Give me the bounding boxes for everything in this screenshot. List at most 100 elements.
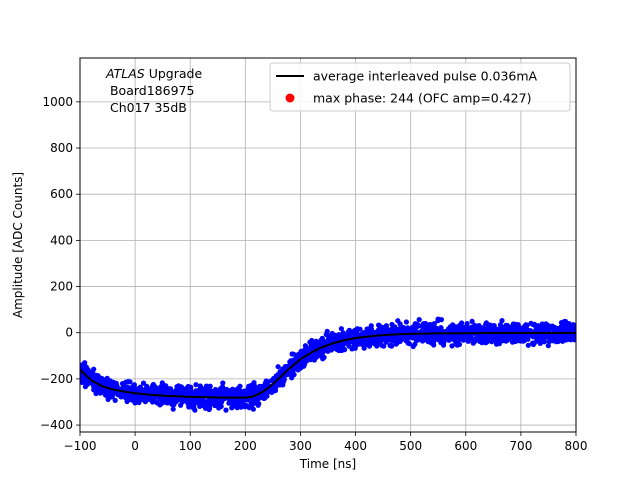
sample-point <box>525 342 531 348</box>
sample-point <box>257 383 263 389</box>
sample-point <box>476 335 482 341</box>
sample-point <box>539 321 545 327</box>
sample-point <box>112 397 118 403</box>
sample-point <box>264 390 270 396</box>
sample-point <box>132 388 138 394</box>
sample-point <box>560 333 567 339</box>
sample-point <box>144 397 150 403</box>
sample-point <box>204 389 210 395</box>
y-tick-label: 600 <box>50 187 73 201</box>
sample-point <box>502 324 508 330</box>
sample-point <box>325 348 331 354</box>
sample-point <box>162 389 168 395</box>
sample-point <box>508 337 515 343</box>
sample-point <box>189 391 195 397</box>
sample-point <box>460 337 466 343</box>
sample-point <box>159 380 165 386</box>
sample-point <box>255 402 261 408</box>
sample-point <box>520 338 527 344</box>
sample-point <box>132 397 138 403</box>
sample-point <box>470 336 476 342</box>
sample-point <box>302 361 308 367</box>
sample-point <box>107 378 113 384</box>
legend: average interleaved pulse 0.036mA max ph… <box>269 62 571 112</box>
legend-label-average: average interleaved pulse 0.036mA <box>313 69 538 84</box>
sample-point <box>469 318 475 324</box>
sample-point <box>403 338 409 344</box>
sample-point <box>438 325 444 331</box>
annotation-line-2: Board186975 <box>106 83 194 98</box>
sample-points <box>80 316 576 413</box>
x-tick-label: 400 <box>344 439 367 453</box>
sample-point <box>252 383 258 389</box>
sample-point <box>251 400 257 406</box>
sample-point <box>385 335 391 341</box>
sample-point <box>289 375 295 381</box>
sample-point <box>371 341 377 347</box>
sample-point <box>246 405 252 411</box>
sample-point <box>462 328 468 334</box>
sample-point <box>242 391 248 397</box>
sample-point <box>498 324 504 330</box>
sample-point <box>88 373 95 379</box>
sample-point <box>123 394 129 400</box>
sample-point <box>99 386 105 392</box>
sample-point <box>412 341 418 347</box>
sample-point <box>346 343 352 349</box>
sample-point <box>434 326 440 332</box>
sample-point <box>212 386 219 393</box>
sample-point <box>196 391 203 397</box>
sample-point <box>429 323 435 329</box>
annotation-atlas: ATLAS <box>105 66 145 81</box>
sample-point <box>169 389 175 395</box>
sample-point <box>290 368 296 374</box>
sample-point <box>383 339 389 345</box>
sample-point <box>131 382 137 388</box>
sample-point <box>229 391 235 397</box>
sample-point <box>271 386 277 392</box>
y-tick-label: 1000 <box>42 95 73 109</box>
sample-point <box>247 397 253 403</box>
sample-point <box>449 336 455 342</box>
sample-point <box>483 320 489 326</box>
sample-point <box>523 322 529 328</box>
sample-point <box>534 338 540 344</box>
sample-point <box>162 385 168 391</box>
sample-point <box>311 340 317 346</box>
sample-point <box>368 326 374 332</box>
sample-point <box>365 340 371 346</box>
sample-point <box>112 381 118 387</box>
sample-point <box>546 339 552 345</box>
sample-point <box>468 324 474 330</box>
sample-point <box>326 333 332 339</box>
sample-point <box>491 324 497 330</box>
x-tick-label: 700 <box>509 439 532 453</box>
sample-point <box>144 383 150 389</box>
sample-point <box>459 324 465 330</box>
annotation-line-1: ATLAS Upgrade <box>105 66 202 81</box>
sample-point <box>218 388 224 395</box>
sample-point <box>542 333 548 339</box>
x-tick-label: 800 <box>565 439 588 453</box>
sample-point <box>309 353 315 359</box>
sample-point <box>395 318 401 324</box>
sample-point <box>412 326 418 332</box>
sample-point <box>562 318 569 325</box>
sample-point <box>425 324 431 330</box>
sample-point <box>185 399 192 405</box>
sample-point <box>127 379 133 385</box>
sample-point <box>91 366 97 372</box>
sample-point <box>140 380 147 386</box>
sample-point <box>458 328 464 334</box>
sample-point <box>376 322 382 329</box>
sample-point <box>515 335 521 342</box>
sample-point <box>525 336 531 342</box>
sample-point <box>338 326 344 332</box>
x-axis-label: Time [ns] <box>299 457 356 471</box>
sample-point <box>531 321 538 327</box>
sample-point <box>155 386 161 392</box>
sample-point <box>435 316 441 322</box>
sample-point <box>333 343 339 349</box>
sample-point <box>491 337 497 343</box>
